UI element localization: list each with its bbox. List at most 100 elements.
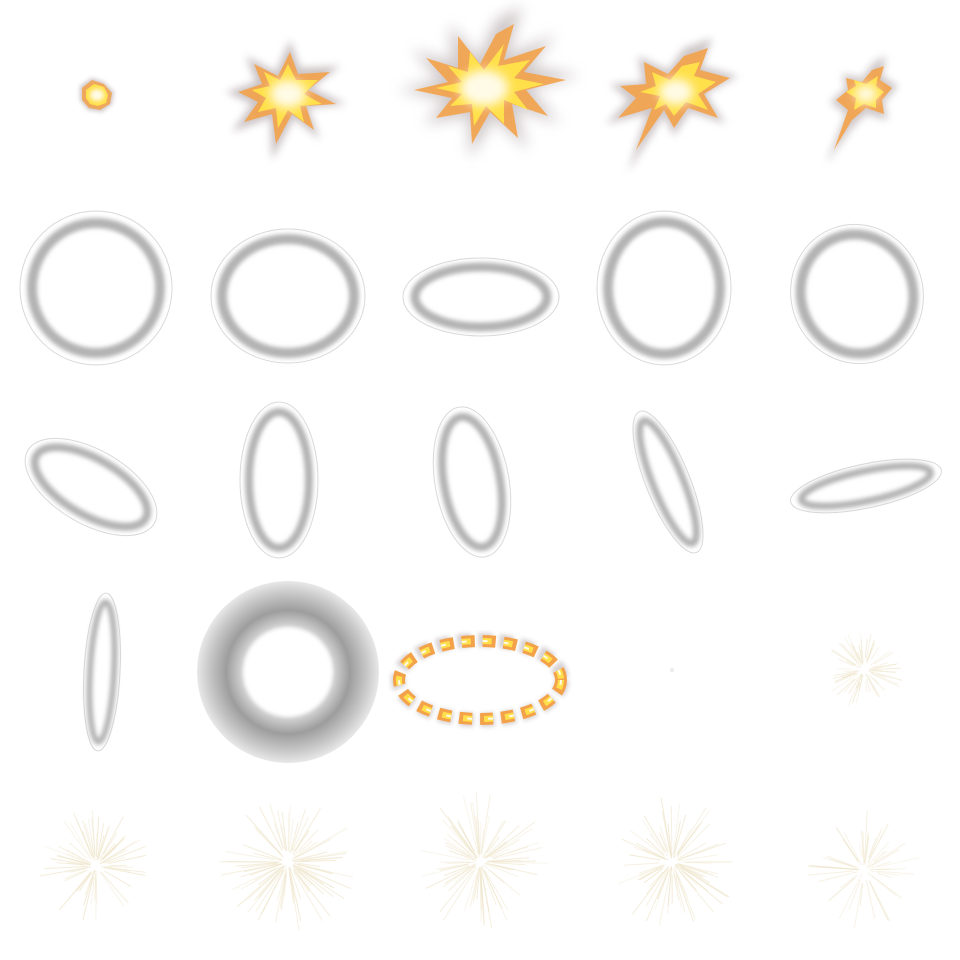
spark-ray <box>675 864 698 886</box>
spark-ray <box>860 633 864 663</box>
spark-ray <box>294 838 332 859</box>
spark-ray <box>876 673 886 678</box>
spark-ray <box>99 849 128 865</box>
spark-ray <box>296 868 334 898</box>
spark-ray <box>873 850 888 863</box>
spark-ray <box>667 866 673 915</box>
spark-ray <box>868 828 883 858</box>
spark-ray <box>865 835 870 858</box>
spark-ray <box>442 819 473 854</box>
spark-ray <box>860 639 864 657</box>
spark-ray <box>649 833 668 857</box>
spark-ray <box>831 673 859 692</box>
spark-ray <box>871 672 899 685</box>
spark-ray <box>489 870 505 884</box>
spark-ray <box>98 825 110 859</box>
spark-ray <box>293 864 318 877</box>
spark-ray <box>871 876 897 897</box>
spark-ray <box>676 822 703 856</box>
spark-ray <box>871 861 892 868</box>
ring-frame-3 <box>402 257 560 337</box>
spark-ray <box>70 868 87 873</box>
spark-ray <box>235 862 277 867</box>
spark-ray <box>436 863 470 870</box>
spark-ray <box>479 866 483 911</box>
spark-ray <box>859 883 864 906</box>
spark-ray <box>79 872 92 892</box>
spark-ray <box>482 820 507 858</box>
spark-ray <box>294 863 354 878</box>
spark-ray <box>858 674 864 691</box>
spark-ray <box>293 859 337 863</box>
spark-ray <box>673 803 681 849</box>
spark-ray <box>840 874 858 889</box>
spark-ray <box>64 869 86 880</box>
spark-ray <box>292 864 325 885</box>
spark-ray <box>292 865 314 885</box>
spark-ray <box>90 870 96 905</box>
spark-ray <box>639 864 664 874</box>
spark-ray <box>241 867 279 890</box>
spark-ray <box>420 850 470 861</box>
spark-ray <box>250 863 283 876</box>
spark-ray <box>56 862 85 866</box>
spark-ray <box>681 867 730 898</box>
spark-ray <box>484 841 507 859</box>
spark-ray <box>102 873 129 903</box>
spark-ray <box>860 648 864 663</box>
spark-ray <box>258 806 283 852</box>
spark-ray <box>291 841 318 860</box>
spark-ray <box>844 636 860 662</box>
spark-ray <box>830 858 858 869</box>
sparkle-frame-4 <box>420 792 548 929</box>
spark-ray <box>288 818 294 852</box>
spark-ray <box>292 816 309 851</box>
spark-ray <box>837 678 856 696</box>
spark-ray <box>828 877 856 901</box>
ring-frame-8 <box>432 406 512 558</box>
spark-ray <box>447 861 475 864</box>
spark-ray <box>867 848 900 869</box>
spark-ray <box>843 670 858 673</box>
spark-ray <box>624 862 660 866</box>
spark-ray <box>490 848 510 858</box>
spark-ray <box>489 859 522 863</box>
spark-ray <box>64 869 88 882</box>
spark-ray <box>479 867 482 922</box>
spark-ray <box>297 862 320 867</box>
spark-ray <box>834 672 856 682</box>
spark-ray <box>673 820 681 855</box>
spark-ray <box>489 861 548 864</box>
spark-ray <box>487 857 530 862</box>
spark-ray <box>242 844 283 861</box>
sparkle-frame-5 <box>618 797 733 926</box>
spark-ray <box>104 870 132 888</box>
spark-ray <box>97 835 105 859</box>
spark-ray <box>289 874 300 931</box>
spark-ray <box>101 841 136 863</box>
spark-ray <box>481 815 490 855</box>
spark-ray <box>677 864 706 878</box>
spark-ray <box>225 851 275 861</box>
spark-ray <box>833 670 860 676</box>
spark-ray <box>442 866 478 921</box>
spark-ray <box>488 827 533 858</box>
spark-ray <box>69 822 91 857</box>
ring-frame-11 <box>83 592 121 752</box>
spark-ray <box>862 831 865 866</box>
spark-ray <box>299 868 335 889</box>
spark-ray <box>868 881 889 921</box>
spark-ray <box>463 873 477 912</box>
spark-ray <box>66 849 93 865</box>
sparkle-frame-2 <box>39 810 147 920</box>
explosion-frame-1 <box>80 78 114 112</box>
spark-ray <box>672 814 687 858</box>
spark-ray <box>867 642 876 661</box>
spark-ray <box>445 842 475 860</box>
spark-ray <box>639 864 666 877</box>
spark-ray <box>484 869 509 911</box>
spark-ray <box>84 870 95 896</box>
spark-ray <box>297 865 352 890</box>
spark-ray <box>237 865 284 907</box>
spark-ray <box>675 873 695 922</box>
